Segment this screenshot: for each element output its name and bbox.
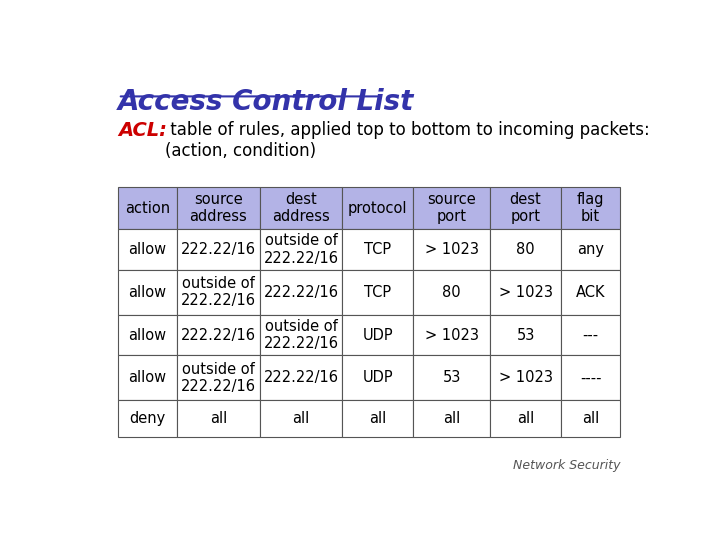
Bar [118,229,177,270]
Bar [343,187,413,229]
Bar [490,315,561,355]
Bar [177,315,260,355]
Text: dest
port: dest port [510,192,541,225]
Bar [260,270,343,315]
Text: all: all [443,411,460,426]
Text: outside of
222.22/16: outside of 222.22/16 [264,319,338,351]
Bar [177,355,260,400]
Bar [413,229,490,270]
Text: ACK: ACK [576,285,606,300]
Text: outside of
222.22/16: outside of 222.22/16 [181,276,256,308]
Text: ACL:: ACL: [118,121,167,140]
Bar [343,229,413,270]
Text: 53: 53 [516,328,535,342]
Bar [177,187,260,229]
Text: all: all [210,411,227,426]
Bar [490,187,561,229]
Text: TCP: TCP [364,285,392,300]
Bar [490,229,561,270]
Bar [490,400,561,437]
Text: 53: 53 [443,370,461,386]
Text: action: action [125,201,170,216]
Text: allow: allow [128,285,166,300]
Bar [561,270,620,315]
Bar [413,187,490,229]
Text: 222.22/16: 222.22/16 [264,370,338,386]
Bar [490,270,561,315]
Bar [561,315,620,355]
Bar [118,315,177,355]
Bar [118,187,177,229]
Bar [413,315,490,355]
Bar [118,270,177,315]
Text: flag
bit: flag bit [577,192,604,225]
Text: protocol: protocol [348,201,408,216]
Text: 222.22/16: 222.22/16 [264,285,338,300]
Text: all: all [582,411,599,426]
Bar [561,229,620,270]
Bar [260,229,343,270]
Text: any: any [577,242,604,257]
Bar [177,229,260,270]
Bar [260,187,343,229]
Text: all: all [292,411,310,426]
Text: deny: deny [130,411,166,426]
Text: allow: allow [128,242,166,257]
Bar [343,270,413,315]
Bar [490,355,561,400]
Bar [343,355,413,400]
Text: 222.22/16: 222.22/16 [181,328,256,342]
Text: > 1023: > 1023 [425,242,479,257]
Bar [177,400,260,437]
Text: table of rules, applied top to bottom to incoming packets:
(action, condition): table of rules, applied top to bottom to… [166,121,650,160]
Bar [260,400,343,437]
Text: outside of
222.22/16: outside of 222.22/16 [264,233,338,266]
Text: ----: ---- [580,370,601,386]
Bar [118,400,177,437]
Bar [413,270,490,315]
Text: > 1023: > 1023 [425,328,479,342]
Text: UDP: UDP [363,328,393,342]
Text: all: all [369,411,387,426]
Text: 80: 80 [442,285,461,300]
Bar [561,400,620,437]
Bar [413,400,490,437]
Bar [260,355,343,400]
Text: source
address: source address [189,192,247,225]
Bar [561,355,620,400]
Bar [260,315,343,355]
Bar [118,355,177,400]
Text: source
port: source port [428,192,476,225]
Bar [177,270,260,315]
Bar [413,355,490,400]
Text: UDP: UDP [363,370,393,386]
Text: allow: allow [128,328,166,342]
Text: 80: 80 [516,242,535,257]
Text: outside of
222.22/16: outside of 222.22/16 [181,362,256,394]
Bar [343,400,413,437]
Text: allow: allow [128,370,166,386]
Text: > 1023: > 1023 [498,370,552,386]
Text: dest
address: dest address [272,192,330,225]
Text: ---: --- [582,328,598,342]
Text: Access Control List: Access Control List [118,87,414,116]
Text: > 1023: > 1023 [498,285,552,300]
Bar [561,187,620,229]
Bar [343,315,413,355]
Text: all: all [517,411,534,426]
Text: 222.22/16: 222.22/16 [181,242,256,257]
Text: Network Security: Network Security [513,460,620,472]
Text: TCP: TCP [364,242,392,257]
